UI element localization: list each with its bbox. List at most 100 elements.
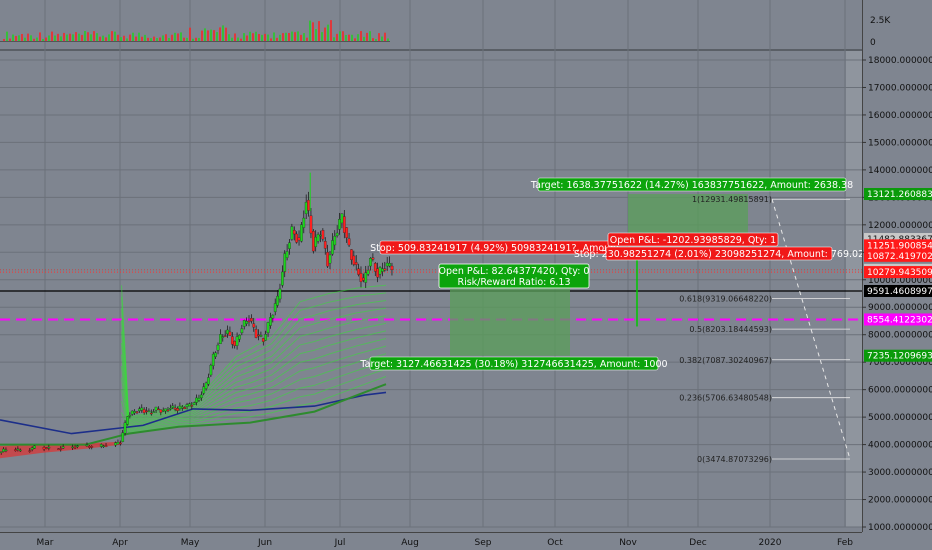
candle-body	[138, 408, 141, 412]
candle-body	[18, 449, 22, 452]
volume-bar	[147, 37, 149, 41]
volume-bar	[363, 36, 365, 41]
price-tick-label: 15000.00000000	[868, 138, 932, 148]
volume-bar	[81, 34, 83, 41]
fib-level-label: 0.618(9319.06648220)	[679, 294, 772, 303]
candle-body	[381, 268, 384, 272]
short-stop-badge[interactable]: Stop: 230.98251274 (2.01%) 23098251274, …	[574, 246, 864, 261]
volume-bar	[63, 32, 65, 41]
candle-body	[90, 446, 94, 448]
candle-body	[28, 450, 32, 452]
ribbon-line	[121, 353, 387, 430]
volume-bar	[228, 34, 230, 41]
price-badge-red_1[interactable]: 11251.90085491	[864, 239, 932, 252]
candle-body	[171, 405, 175, 408]
candle-body	[314, 236, 318, 247]
candle-body	[123, 422, 127, 434]
candle-body	[42, 447, 46, 450]
volume-pane	[0, 20, 390, 42]
pane-separator	[0, 49, 932, 51]
volume-bar	[279, 34, 281, 41]
volume-bar	[327, 24, 329, 41]
fib-level-label: 0.382(7087.30240967)	[679, 356, 772, 365]
volume-bar	[135, 36, 137, 41]
volume-bar	[90, 34, 92, 41]
volume-bar	[237, 37, 239, 41]
candle-body	[388, 263, 391, 267]
price-badge-green_1[interactable]: 13121.26088387	[864, 188, 932, 201]
volume-bar	[285, 32, 287, 41]
volume-bar	[144, 34, 146, 41]
price-badge-text: 10872.41970273	[867, 252, 932, 262]
ribbon-line	[121, 315, 387, 423]
candle-body	[373, 263, 377, 272]
time-tick-label: 2020	[759, 538, 782, 548]
candle-body	[0, 451, 3, 453]
volume-bar	[321, 32, 323, 41]
volume-bar	[384, 32, 386, 41]
candles	[0, 172, 394, 455]
candle-body	[102, 445, 105, 448]
volume-bar	[129, 34, 131, 41]
price-badge-magenta[interactable]: 8554.41223025	[864, 313, 932, 326]
candle-body	[331, 240, 334, 255]
fib-level-label: 1(12931.49815891)	[692, 195, 772, 204]
time-axis: Mar Apr May Jun Jul Aug Sep Oct Nov Dec 2020 Feb	[0, 532, 932, 550]
volume-bar	[30, 35, 32, 41]
price-badge-red_2[interactable]: 10872.41970273	[864, 249, 932, 262]
ribbon-line	[121, 376, 387, 433]
long-target-zone[interactable]	[450, 282, 570, 356]
short-pnl-badge[interactable]: Open P&L: -1202.93985829, Qty: 1	[607, 232, 779, 247]
volume-bar	[387, 38, 389, 41]
price-badge-red_3[interactable]: 10279.94350936	[864, 266, 932, 279]
candle-body	[271, 314, 275, 319]
volume-bar	[207, 30, 209, 41]
price-badge-black[interactable]: 9591.46089977	[864, 284, 932, 297]
long-target-badge[interactable]: Target: 3127.46631425 (30.18%) 312746631…	[359, 356, 668, 371]
volume-bar	[354, 38, 356, 41]
candle-body	[223, 335, 227, 337]
candle-body	[145, 410, 148, 412]
price-badge-bg	[864, 313, 932, 326]
volume-bar	[132, 32, 134, 41]
candle-body	[252, 323, 256, 328]
short-target-badge[interactable]: Target: 1638.37751622 (14.27%) 163837751…	[530, 177, 853, 192]
volume-bar	[192, 38, 194, 41]
candle-body	[242, 320, 246, 327]
price-tick-label: 18000.00000000	[868, 56, 932, 66]
fib-retracement: 1(12931.49815891) 0.618(9319.06648220) 0.5…	[679, 195, 851, 464]
horizontal-levels	[0, 269, 862, 321]
price-badge-green_2[interactable]: 7235.12096931	[864, 349, 932, 362]
volume-bar	[348, 34, 350, 41]
candle-body	[140, 407, 144, 411]
candle-body	[133, 411, 136, 414]
volume-bar	[42, 38, 44, 41]
candle-body	[183, 407, 187, 410]
candle-body	[173, 407, 177, 410]
candle-body	[285, 251, 289, 258]
candle-body	[230, 336, 234, 345]
volume-bar	[258, 34, 260, 41]
time-tick-label: Apr	[112, 538, 128, 548]
candle-body	[209, 364, 213, 376]
short-pnl-badge-text: Open P&L: -1202.93985829, Qty: 1	[610, 235, 776, 246]
volume-tick-label: 0	[870, 38, 876, 48]
candle-body	[235, 336, 239, 346]
candle-body	[269, 317, 272, 326]
candle-body	[247, 320, 251, 323]
candle-body	[57, 448, 60, 450]
short-target-zone[interactable]	[628, 194, 748, 240]
time-tick-label: Oct	[547, 538, 563, 548]
candle-body	[142, 409, 146, 413]
short-pnl-badge-bg	[607, 232, 779, 247]
volume-bar	[3, 39, 5, 41]
long-pnl-badge[interactable]: Open P&L: 82.64377420, Qty: 0Risk/Reward…	[439, 263, 590, 289]
time-tick-label: Mar	[37, 538, 54, 548]
candle-body	[378, 267, 382, 275]
volume-bar	[219, 27, 221, 41]
candle-body	[228, 331, 232, 336]
candle-body	[99, 444, 103, 447]
volume-bar	[312, 22, 314, 41]
